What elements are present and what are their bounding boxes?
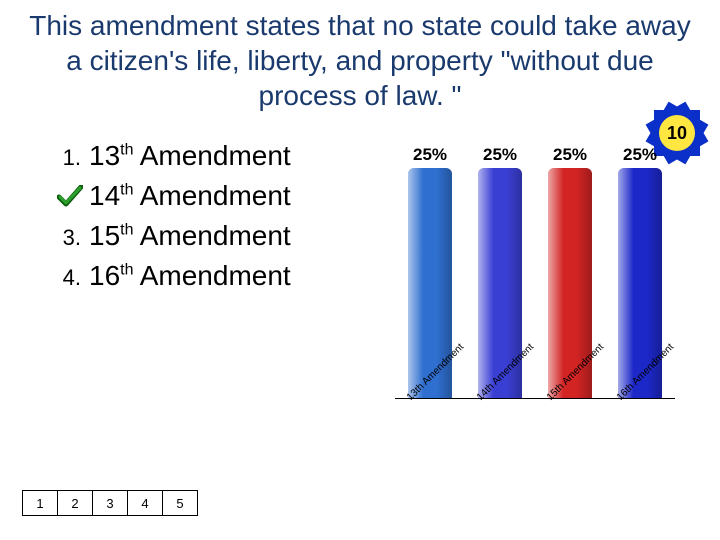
option-text: 16th Amendment: [89, 260, 291, 292]
chart-bar-wrap: [535, 168, 605, 398]
option-text: 13th Amendment: [89, 140, 291, 172]
counter-cell: 1: [22, 490, 58, 516]
chart-percent-label: 25%: [483, 145, 517, 165]
answer-option[interactable]: 14th Amendment: [55, 180, 380, 212]
chart-percent-row: 25% 25% 25% 25%: [395, 145, 675, 165]
answer-option[interactable]: 4.16th Amendment: [55, 260, 380, 292]
chart-bar-wrap: [605, 168, 675, 398]
question-title: This amendment states that no state coul…: [0, 0, 720, 113]
option-number: 4.: [55, 265, 89, 291]
answer-option[interactable]: 3.15th Amendment: [55, 220, 380, 252]
counter-cell: 2: [57, 490, 93, 516]
counter-cell: 3: [92, 490, 128, 516]
option-text: 15th Amendment: [89, 220, 291, 252]
counter-cell: 4: [127, 490, 163, 516]
response-counter: 12345: [22, 490, 198, 516]
chart-percent-label: 25%: [413, 145, 447, 165]
chart-percent-label: 25%: [553, 145, 587, 165]
option-text: 14th Amendment: [89, 180, 291, 212]
answer-options: 1.13th Amendment14th Amendment3.15th Ame…: [0, 140, 380, 300]
chart-x-labels: 13th Amendment14th Amendment15th Amendme…: [395, 405, 675, 416]
chart-percent-label: 25%: [623, 145, 657, 165]
chart-bar-wrap: [465, 168, 535, 398]
chart-bar-wrap: [395, 168, 465, 398]
answer-option[interactable]: 1.13th Amendment: [55, 140, 380, 172]
option-number: 3.: [55, 225, 89, 251]
option-number: 1.: [55, 145, 89, 171]
timer-value: 10: [659, 115, 695, 151]
check-icon: [55, 185, 89, 207]
counter-cell: 5: [162, 490, 198, 516]
response-chart: 25% 25% 25% 25% 13th Amendment14th Amendmen…: [395, 145, 675, 445]
